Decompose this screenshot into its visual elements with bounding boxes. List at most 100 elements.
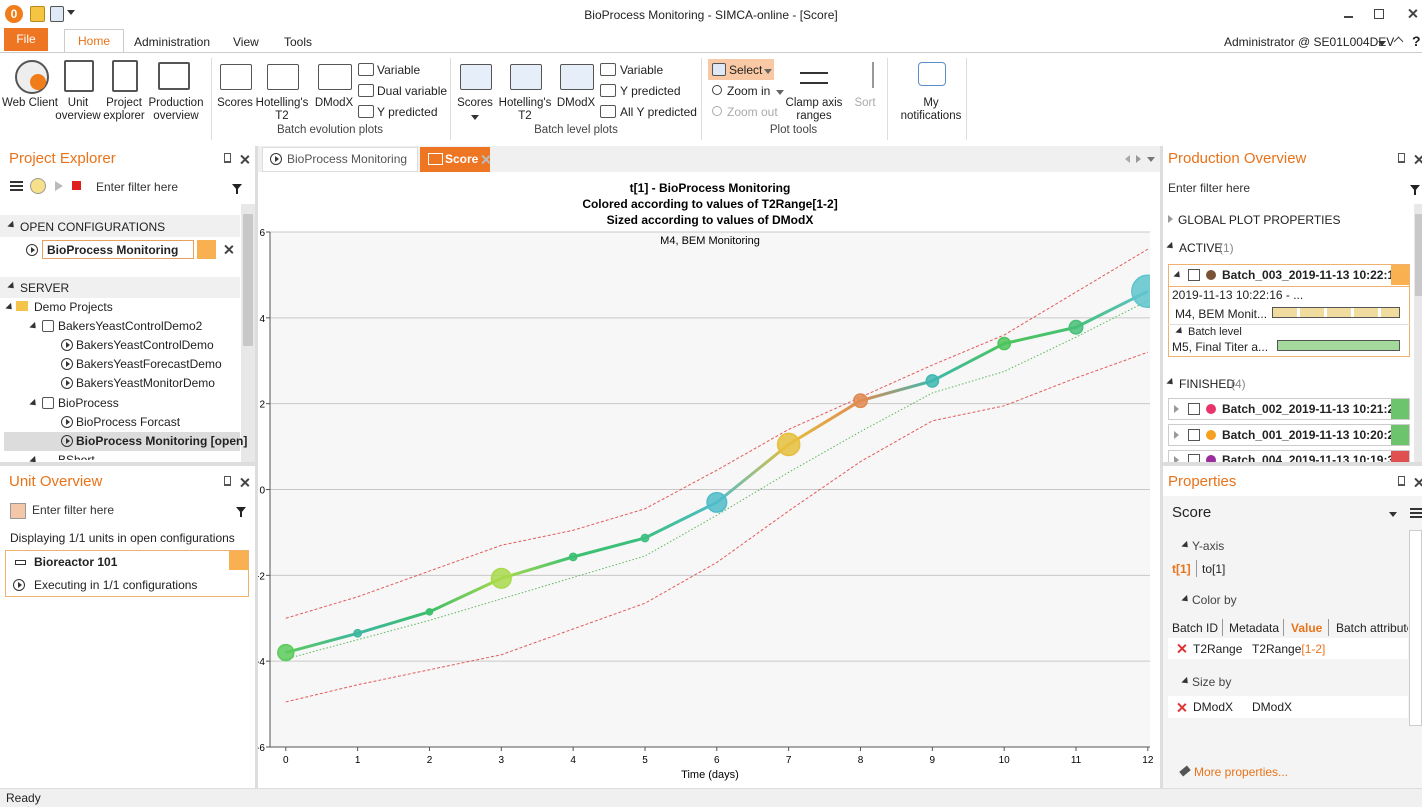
ribbon-button[interactable]: DModX — [314, 97, 354, 109]
ribbon-button[interactable]: Scores — [457, 97, 493, 109]
close-panel[interactable] — [240, 478, 249, 487]
menu-tab[interactable]: Administration — [134, 35, 211, 49]
expander — [1168, 215, 1173, 223]
ribbon-button[interactable]: All Y predicted — [620, 105, 697, 119]
ribbon-button[interactable]: Variable — [620, 63, 664, 77]
ribbon-button[interactable]: Web Client — [1, 97, 59, 109]
close-tab[interactable] — [481, 155, 490, 164]
ribbon-button[interactable]: Project explorer — [103, 97, 145, 122]
icon-zoom — [712, 106, 722, 116]
splitter — [0, 462, 255, 466]
x-tick-label: 4 — [570, 755, 576, 766]
batch-name: Batch_004_2019-11-13 10:19:32 — [1222, 453, 1401, 462]
ribbon-button[interactable]: My notifications — [900, 97, 962, 122]
menu-tab[interactable]: Tools — [284, 35, 313, 49]
pin[interactable] — [224, 476, 231, 486]
ribbon-button[interactable]: Hotelling's T2 — [255, 97, 309, 122]
tree-item[interactable]: BioProcess — [58, 396, 119, 410]
tree-item[interactable]: BioProcess Monitoring [open] — [76, 434, 248, 448]
tab-menu — [1147, 157, 1155, 162]
close-window[interactable] — [1408, 9, 1417, 18]
menu-tab[interactable]: View — [233, 35, 259, 49]
y-option-active[interactable]: t[1] — [1172, 562, 1191, 576]
user[interactable]: Administrator @ SE01L004DEV — [1224, 35, 1395, 49]
section-header[interactable]: GLOBAL PLOT PROPERTIES — [1178, 213, 1341, 227]
filter-input[interactable]: Enter filter here — [1168, 181, 1251, 195]
color-tab-active[interactable]: Value — [1291, 621, 1323, 635]
open-config[interactable]: BioProcess Monitoring — [42, 240, 194, 259]
unit-card[interactable] — [5, 550, 249, 597]
color-tab[interactable]: Batch ID — [1172, 621, 1219, 635]
ribbon-button[interactable]: Clamp axis ranges — [785, 97, 843, 122]
score-point — [277, 643, 295, 662]
remove-size[interactable] — [1177, 703, 1186, 712]
document-tab-active[interactable] — [420, 147, 490, 172]
tree-item[interactable]: BioProcess Forcast — [76, 415, 181, 429]
pin[interactable] — [224, 153, 231, 163]
checkbox[interactable] — [1188, 429, 1200, 441]
zoom-out[interactable]: Zoom out — [727, 105, 778, 119]
ribbon-button[interactable]: Sort — [854, 97, 876, 109]
close-panel[interactable] — [1414, 478, 1422, 487]
color-tab[interactable]: Metadata — [1229, 621, 1280, 635]
separator — [701, 58, 702, 140]
icon-small — [358, 105, 374, 118]
x-tick-label: 2 — [427, 755, 433, 766]
zoom-in[interactable]: Zoom in — [727, 84, 771, 98]
remove-color[interactable] — [1177, 644, 1186, 653]
ribbon-button[interactable]: Y predicted — [620, 84, 681, 98]
x-tick-label: 5 — [642, 755, 648, 766]
close-config[interactable] — [224, 245, 233, 254]
more-properties[interactable]: More properties... — [1194, 765, 1289, 779]
ribbon-button[interactable]: Variable — [377, 63, 421, 77]
batch-row[interactable] — [1168, 424, 1410, 446]
collapse-ribbon[interactable] — [1393, 36, 1404, 47]
icon-folder — [16, 301, 28, 311]
tree-item[interactable]: Demo Projects — [34, 300, 113, 314]
y-tick-label: 2 — [259, 400, 265, 411]
pin[interactable] — [1398, 476, 1405, 486]
restore[interactable] — [1374, 9, 1384, 19]
tab-next — [1136, 155, 1141, 163]
batch-row[interactable] — [1168, 398, 1410, 420]
x-tick-label: 7 — [786, 755, 792, 766]
ribbon-button[interactable]: Scores — [217, 97, 253, 109]
ribbon-button[interactable]: Unit overview — [55, 97, 101, 122]
filter-input[interactable]: Enter filter here — [32, 503, 115, 517]
batch-color — [1391, 451, 1409, 462]
ribbon-button[interactable]: Production overview — [148, 97, 204, 122]
file-tab[interactable]: File — [4, 28, 48, 51]
icon-dmodx — [560, 64, 594, 90]
ribbon-button[interactable]: Y predicted — [377, 105, 438, 119]
tree-item[interactable]: BakersYeastControlDemo — [76, 338, 214, 352]
batch-card[interactable] — [1168, 264, 1410, 357]
minimize[interactable] — [1344, 16, 1353, 18]
checkbox[interactable] — [1188, 269, 1200, 281]
y-option[interactable]: to[1] — [1202, 562, 1226, 576]
tree-item[interactable]: BakersYeastControlDemo2 — [58, 319, 203, 333]
group-header: Size by — [1192, 675, 1232, 689]
color-tab[interactable]: Batch attribute — [1336, 621, 1408, 635]
menu-icon — [1410, 508, 1422, 510]
pin[interactable] — [1398, 153, 1405, 163]
tree-item[interactable]: BakersYeastMonitorDemo — [76, 376, 215, 390]
checkbox[interactable] — [1188, 403, 1200, 415]
ribbon-button[interactable]: DModX — [556, 97, 596, 109]
ribbon-button[interactable]: Dual variable — [377, 84, 448, 98]
help[interactable]: ? — [1412, 33, 1421, 49]
close-panel[interactable] — [1414, 155, 1422, 164]
document-tab[interactable] — [262, 147, 418, 172]
batch-row[interactable]: Batch_004_2019-11-13 10:19:32 — [1168, 450, 1410, 462]
plot-selector[interactable]: Score — [1172, 504, 1212, 521]
tree-item[interactable]: BShort — [58, 453, 95, 460]
icon-config — [61, 377, 73, 389]
home-tab[interactable]: Home — [64, 29, 124, 53]
icon-unit — [64, 60, 94, 92]
close-panel[interactable] — [240, 155, 249, 164]
ribbon-button[interactable]: Hotelling's T2 — [498, 97, 552, 122]
tree-item[interactable]: BakersYeastForecastDemo — [76, 357, 222, 371]
divider — [1222, 619, 1223, 636]
icon-clamp — [800, 72, 828, 84]
batch-name: Batch_001_2019-11-13 10:20:24 — [1222, 428, 1401, 442]
filter-input[interactable]: Enter filter here — [96, 180, 179, 194]
